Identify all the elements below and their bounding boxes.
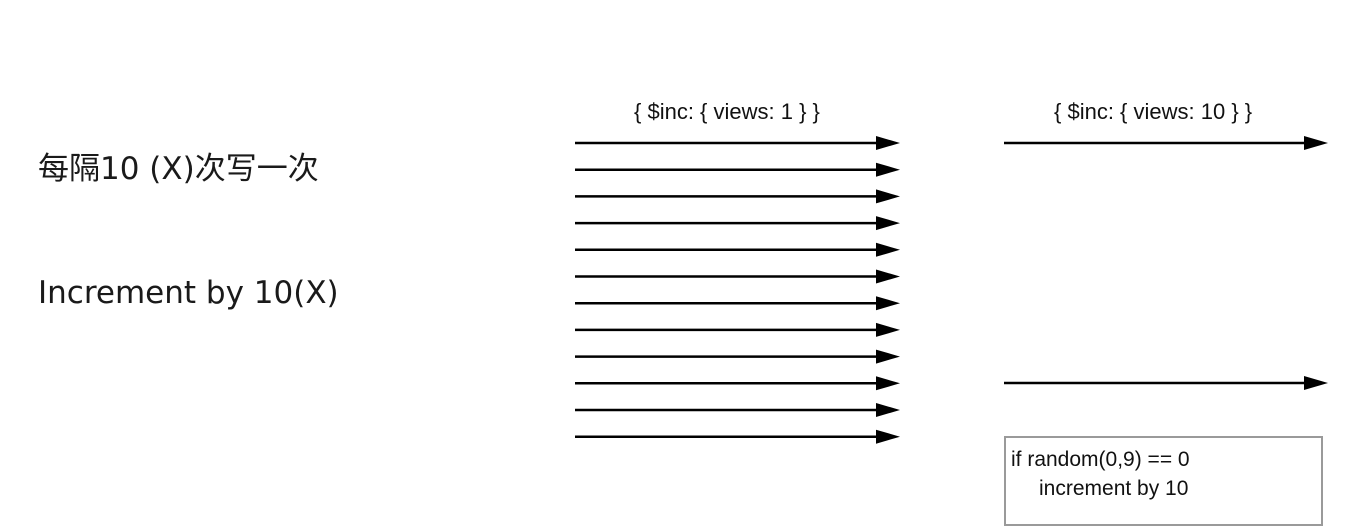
write-arrow-6 bbox=[575, 269, 900, 284]
batched-arrow-2 bbox=[1004, 376, 1328, 390]
note-condition: if random(0,9) == 0 bbox=[1011, 448, 1190, 471]
batched-arrow-2-head bbox=[1304, 376, 1328, 390]
write-arrow-9-head bbox=[876, 349, 900, 364]
write-arrow-6-head bbox=[876, 269, 900, 284]
write-arrow-10-head bbox=[876, 376, 900, 391]
write-arrow-10 bbox=[575, 376, 900, 391]
batched-write-arrows bbox=[1004, 136, 1328, 390]
write-arrow-5 bbox=[575, 242, 900, 257]
write-arrow-11 bbox=[575, 403, 900, 417]
batched-arrow-1-head bbox=[1304, 136, 1328, 150]
write-arrow-5-head bbox=[876, 242, 900, 257]
sampling-note-box: if random(0,9) == 0 increment by 10 bbox=[1004, 436, 1323, 526]
batched-arrow-1 bbox=[1004, 136, 1328, 150]
write-arrow-9 bbox=[575, 349, 900, 364]
write-arrow-2-head bbox=[876, 162, 900, 177]
write-arrow-2 bbox=[575, 162, 900, 177]
write-arrow-3-head bbox=[876, 189, 900, 204]
write-arrow-12 bbox=[575, 429, 900, 444]
per-write-operation-label: { $inc: { views: 1 } } bbox=[634, 99, 820, 124]
write-arrow-8-head bbox=[876, 322, 900, 337]
write-arrow-7-head bbox=[876, 296, 900, 311]
batched-operation-label: { $inc: { views: 10 } } bbox=[1054, 99, 1253, 124]
write-arrow-4-head bbox=[876, 216, 900, 231]
heading-chinese: 每隔10 (X)次写一次 bbox=[38, 151, 319, 187]
note-action: increment by 10 bbox=[1039, 477, 1189, 500]
write-arrow-4 bbox=[575, 216, 900, 231]
write-arrow-11-head bbox=[876, 403, 900, 417]
heading-english: Increment by 10(X) bbox=[38, 275, 339, 311]
write-arrow-1 bbox=[575, 136, 900, 150]
write-arrow-7 bbox=[575, 296, 900, 311]
write-arrow-3 bbox=[575, 189, 900, 204]
write-arrow-12-head bbox=[876, 429, 900, 444]
write-arrow-1-head bbox=[876, 136, 900, 150]
per-write-arrows bbox=[575, 136, 900, 444]
write-arrow-8 bbox=[575, 322, 900, 337]
